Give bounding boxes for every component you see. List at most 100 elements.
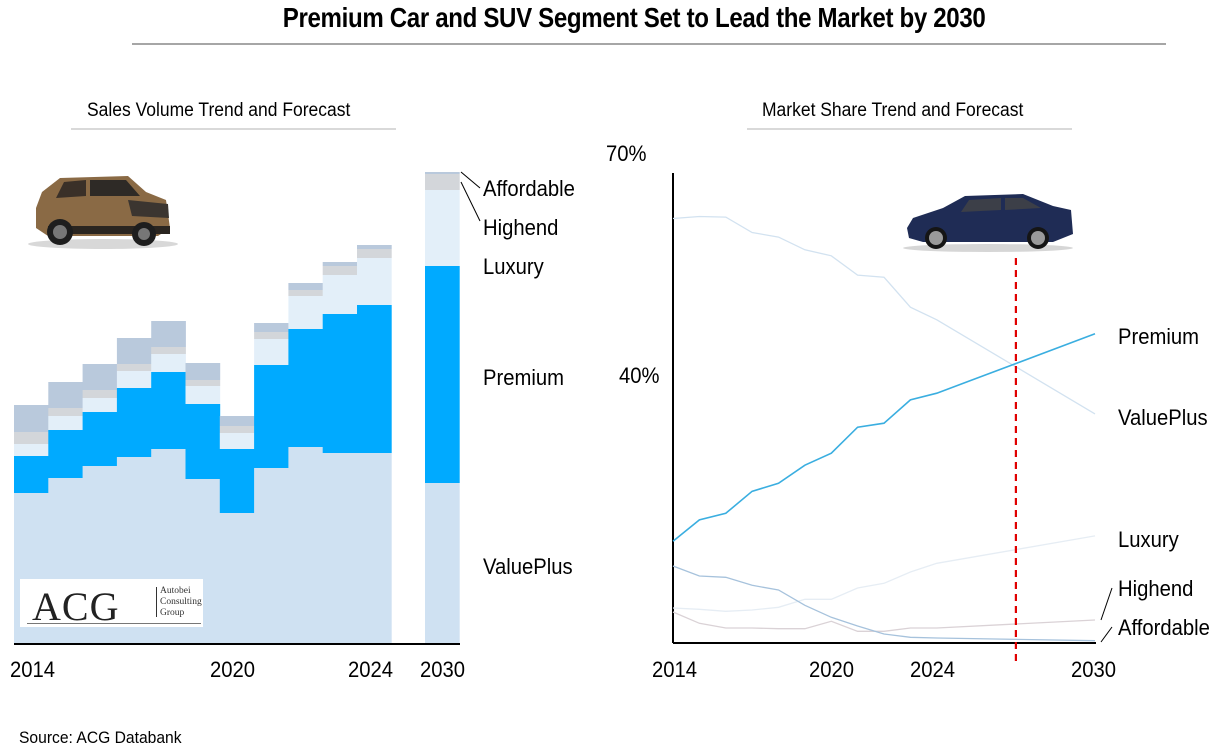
bar-affordable-2017	[116, 338, 152, 364]
logo-line-1: Autobei	[160, 586, 191, 596]
right-label-valueplus: ValuePlus	[1118, 405, 1208, 430]
market-share-chart	[672, 173, 1113, 662]
logo-line-2: Consulting	[160, 597, 202, 607]
line-valueplus	[672, 215, 1096, 415]
leader-right-affordable	[1100, 626, 1113, 643]
right-x-tick-2014: 2014	[652, 657, 698, 682]
bar-luxury-2023	[322, 275, 358, 314]
left-label-luxury: Luxury	[483, 254, 544, 279]
bar-highend-2030	[425, 174, 460, 190]
leader-highend	[460, 181, 481, 222]
bar-highend-2017	[116, 364, 152, 371]
bar-valueplus-2021	[254, 468, 289, 643]
bar-premium-2023	[322, 314, 358, 453]
bar-valueplus-2020	[219, 513, 255, 643]
line-premium	[672, 333, 1096, 542]
bar-premium-2024	[357, 305, 392, 453]
title-divider	[132, 43, 1166, 45]
bar-highend-2022	[288, 290, 324, 296]
bar-premium-2016	[82, 412, 118, 466]
right-x-tick-2024: 2024	[910, 657, 956, 682]
page-title: Premium Car and SUV Segment Set to Lead …	[282, 2, 986, 33]
bar-affordable-2014	[14, 405, 49, 432]
right-chart-title: Market Share Trend and Forecast	[762, 100, 1024, 121]
bar-luxury-2022	[288, 296, 324, 329]
bar-luxury-2014	[14, 444, 49, 456]
bar-valueplus-2022	[288, 447, 324, 643]
bar-luxury-2021	[254, 339, 289, 365]
suv-image	[28, 176, 178, 249]
bar-valueplus-2024	[357, 453, 392, 643]
source-note: Source: ACG Databank	[19, 728, 182, 747]
line-luxury	[672, 535, 1096, 612]
left-chart-title: Sales Volume Trend and Forecast	[87, 100, 351, 121]
bar-highend-2019	[185, 380, 221, 386]
bar-affordable-2021	[254, 323, 289, 332]
bar-highend-2021	[254, 332, 289, 339]
logo-line-3: Group	[160, 608, 185, 618]
left-label-premium: Premium	[483, 365, 564, 390]
bar-affordable-2022	[288, 283, 324, 290]
bar-premium-2018	[151, 372, 186, 449]
left-label-highend: Highend	[483, 215, 559, 240]
left-x-tick-2014: 2014	[10, 657, 56, 682]
bar-luxury-2020	[219, 433, 255, 449]
logo-initials: ACG	[32, 584, 120, 629]
bar-affordable-2030	[425, 172, 460, 174]
left-x-tick-2024: 2024	[348, 657, 394, 682]
bar-valueplus-2030	[425, 483, 460, 643]
left-label-affordable: Affordable	[483, 176, 575, 201]
bar-premium-2015	[48, 430, 83, 478]
bar-luxury-2018	[151, 354, 186, 372]
right-label-luxury: Luxury	[1118, 527, 1179, 552]
bar-highend-2018	[151, 347, 186, 354]
sales-volume-chart	[14, 172, 460, 643]
bar-premium-2019	[185, 404, 221, 479]
bar-premium-2022	[288, 329, 324, 447]
bar-premium-2030	[425, 266, 460, 483]
bar-premium-2017	[116, 388, 152, 457]
acg-logo: ACG Autobei Consulting Group	[20, 579, 203, 629]
bar-affordable-2016	[82, 364, 118, 390]
bar-premium-2021	[254, 365, 289, 468]
sales-volume-axis	[14, 171, 481, 645]
bar-highend-2023	[322, 266, 358, 275]
bar-affordable-2024	[357, 245, 392, 249]
right-label-affordable: Affordable	[1118, 615, 1210, 640]
sedan-image	[903, 194, 1073, 252]
bar-affordable-2018	[151, 321, 186, 347]
bar-affordable-2023	[322, 262, 358, 266]
left-label-valueplus: ValuePlus	[483, 554, 573, 579]
bar-highend-2024	[357, 249, 392, 258]
right-x-tick-2020: 2020	[809, 657, 855, 682]
bar-highend-2016	[82, 390, 118, 398]
right-label-highend: Highend	[1118, 576, 1194, 601]
bar-luxury-2016	[82, 398, 118, 412]
bar-premium-2014	[14, 456, 49, 493]
leader-right-highend	[1100, 587, 1113, 621]
leader-affordable	[460, 171, 481, 189]
line-affordable	[672, 565, 1096, 642]
bar-luxury-2015	[48, 416, 83, 430]
left-chart-title-rule	[71, 128, 396, 130]
left-x-tick-2020: 2020	[210, 657, 256, 682]
right-chart-title-rule	[747, 128, 1072, 130]
bar-luxury-2019	[185, 386, 221, 404]
bar-luxury-2017	[116, 371, 152, 388]
right-y-tick-70: 70%	[606, 141, 647, 166]
bar-luxury-2030	[425, 190, 460, 266]
left-x-tick-2030: 2030	[420, 657, 466, 682]
bar-highend-2020	[219, 426, 255, 433]
right-label-premium: Premium	[1118, 324, 1199, 349]
line-highend	[672, 611, 1096, 632]
bar-luxury-2024	[357, 258, 392, 305]
bar-affordable-2015	[48, 382, 83, 408]
right-y-tick-40: 40%	[619, 363, 660, 388]
logo-name: Autobei Consulting Group	[160, 586, 202, 619]
logo-underline	[27, 623, 201, 624]
bar-premium-2020	[219, 449, 255, 513]
bar-affordable-2019	[185, 363, 221, 380]
bar-valueplus-2023	[322, 453, 358, 643]
bar-affordable-2020	[219, 416, 255, 426]
